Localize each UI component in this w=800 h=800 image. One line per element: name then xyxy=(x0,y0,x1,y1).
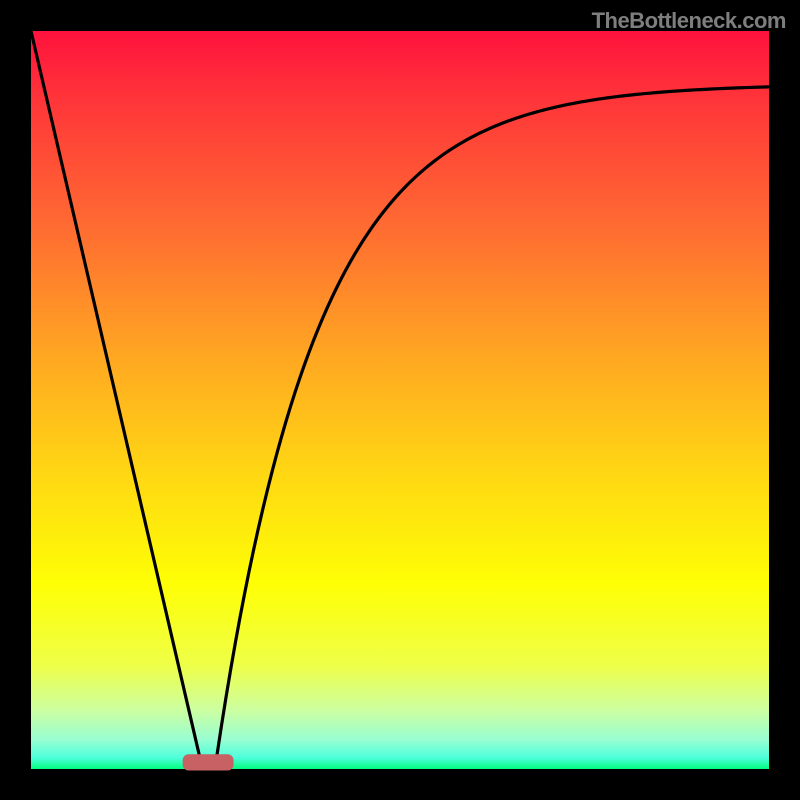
chart-root: TheBottleneck.com xyxy=(0,0,800,800)
plot-background xyxy=(31,31,769,769)
bottleneck-chart-svg xyxy=(0,0,800,800)
watermark-text: TheBottleneck.com xyxy=(592,8,786,34)
marker-band xyxy=(183,754,234,770)
